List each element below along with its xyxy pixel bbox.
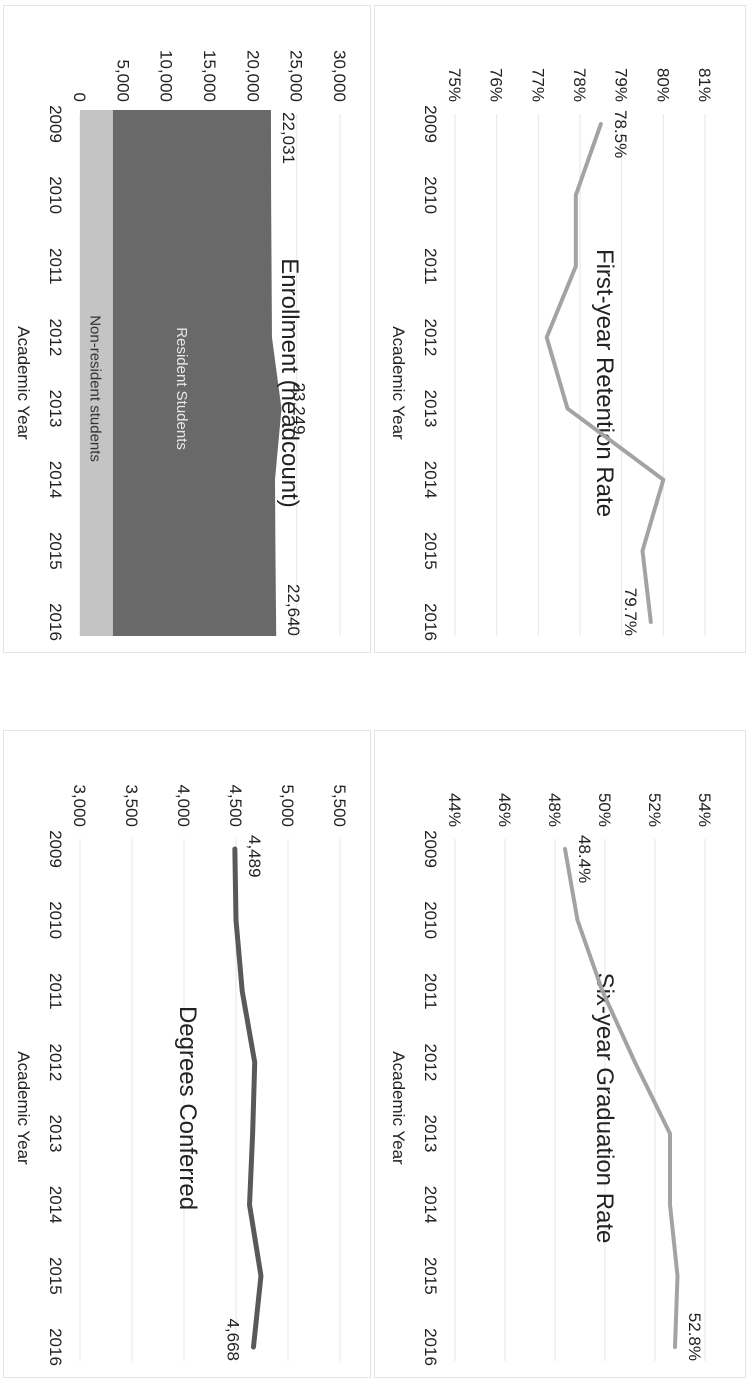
- chart-title: Enrollment (headcount): [276, 258, 303, 507]
- x-tick-label: 2010: [46, 901, 65, 939]
- series-line: [544, 122, 666, 624]
- x-tick-label: 2010: [46, 176, 65, 214]
- x-tick-label: 2009: [46, 105, 65, 143]
- x-axis-title: Academic Year: [389, 1051, 408, 1165]
- data-label: 79.7%: [621, 588, 640, 636]
- data-label: 23,249: [289, 383, 308, 435]
- x-tick-label: 2012: [421, 1044, 440, 1082]
- enrollment-chart: 0 5,000 10,000 15,000 20,000 25,000 30,000 2009…: [14, 50, 349, 641]
- y-tick-label: 44%: [445, 793, 464, 827]
- degrees-conferred-panel: 3,000 3,500 4,000 4,500 5,000 5,500 2009 2010 20…: [3, 730, 371, 1378]
- x-tick-label: 2016: [46, 603, 65, 641]
- chart-title: First-year Retention Rate: [591, 249, 618, 517]
- y-tick-label: 4,500: [226, 784, 245, 827]
- x-axis-title: Academic Year: [14, 326, 33, 440]
- x-tick-label: 2012: [46, 319, 65, 357]
- enrollment-panel: 0 5,000 10,000 15,000 20,000 25,000 30,000 2009…: [3, 5, 371, 653]
- x-tick-label: 2015: [421, 1257, 440, 1295]
- x-tick-label: 2013: [46, 1115, 65, 1153]
- x-axis-title: Academic Year: [14, 1051, 33, 1165]
- graduation-rate-chart: 44% 46% 48% 50% 52% 54% 2009 2010 2011 2012 2013 20…: [389, 793, 714, 1366]
- y-tick-label: 79%: [612, 68, 631, 102]
- data-label: 22,031: [279, 112, 298, 164]
- y-tick-label: 48%: [545, 793, 564, 827]
- y-tick-label: 4,000: [174, 784, 193, 827]
- x-tick-label: 2014: [421, 461, 440, 499]
- y-tick-label: 3,000: [70, 784, 89, 827]
- y-tick-label: 5,500: [330, 784, 349, 827]
- x-tick-label: 2015: [46, 532, 65, 570]
- y-tick-label: 10,000: [157, 50, 176, 102]
- degrees-conferred-chart: 3,000 3,500 4,000 4,500 5,000 5,500 2009 2010 20…: [14, 784, 349, 1366]
- y-tick-label: 80%: [653, 68, 672, 102]
- x-tick-label: 2013: [421, 390, 440, 428]
- y-tick-label: 15,000: [200, 50, 219, 102]
- x-tick-label: 2014: [421, 1186, 440, 1224]
- graduation-rate-panel: 44% 46% 48% 50% 52% 54% 2009 2010 2011 2012 2013 20…: [374, 730, 746, 1378]
- x-tick-label: 2014: [46, 1186, 65, 1224]
- x-tick-label: 2011: [421, 248, 440, 285]
- y-tick-label: 78%: [570, 68, 589, 102]
- y-tick-label: 20,000: [243, 50, 262, 102]
- series-line: [232, 846, 264, 1350]
- x-tick-label: 2013: [421, 1115, 440, 1153]
- x-tick-label: 2009: [421, 105, 440, 143]
- y-tick-label: 5,000: [113, 59, 132, 102]
- x-tick-label: 2011: [421, 973, 440, 1010]
- x-tick-label: 2009: [421, 830, 440, 868]
- data-label: 4,668: [223, 1318, 242, 1361]
- data-label: 78.5%: [611, 110, 630, 158]
- series-label-resident: Resident Students: [173, 327, 190, 450]
- y-tick-label: 77%: [528, 68, 547, 102]
- y-tick-label: 76%: [487, 68, 506, 102]
- y-tick-label: 75%: [445, 68, 464, 102]
- x-tick-label: 2012: [421, 319, 440, 357]
- y-tick-label: 3,500: [122, 784, 141, 827]
- x-tick-label: 2013: [46, 390, 65, 428]
- x-tick-label: 2015: [46, 1257, 65, 1295]
- y-tick-label: 52%: [645, 793, 664, 827]
- x-tick-label: 2009: [46, 830, 65, 868]
- x-tick-label: 2016: [421, 1328, 440, 1366]
- retention-rate-panel: 75% 76% 77% 78% 79% 80% 81% 2009 2010 2011 2012 201…: [374, 5, 746, 653]
- data-label: 52.8%: [685, 1313, 704, 1361]
- retention-rate-chart: 75% 76% 77% 78% 79% 80% 81% 2009 2010 2011 2012 201…: [389, 68, 714, 641]
- y-tick-label: 5,000: [278, 784, 297, 827]
- data-label: 22,640: [284, 584, 303, 636]
- y-tick-label: 54%: [695, 793, 714, 827]
- x-tick-label: 2016: [421, 603, 440, 641]
- y-tick-label: 46%: [495, 793, 514, 827]
- y-tick-label: 81%: [695, 68, 714, 102]
- x-tick-label: 2012: [46, 1044, 65, 1082]
- series-label-nonresident: Non-resident students: [86, 315, 103, 462]
- x-tick-label: 2016: [46, 1328, 65, 1366]
- area-resident: [112, 110, 282, 636]
- x-axis-title: Academic Year: [389, 326, 408, 440]
- series-line: [563, 847, 680, 1349]
- data-label: 4,489: [245, 835, 264, 878]
- y-tick-label: 30,000: [330, 50, 349, 102]
- x-tick-label: 2010: [421, 176, 440, 214]
- x-tick-label: 2011: [46, 973, 65, 1010]
- y-tick-label: 0: [70, 93, 89, 102]
- chart-title: Degrees Conferred: [174, 1006, 201, 1210]
- y-tick-label: 50%: [595, 793, 614, 827]
- data-label: 48.4%: [575, 835, 594, 883]
- x-tick-label: 2015: [421, 532, 440, 570]
- x-tick-label: 2014: [46, 461, 65, 499]
- area-nonresident: [80, 110, 113, 636]
- x-tick-label: 2010: [421, 901, 440, 939]
- y-tick-label: 25,000: [287, 50, 306, 102]
- x-tick-label: 2011: [46, 248, 65, 285]
